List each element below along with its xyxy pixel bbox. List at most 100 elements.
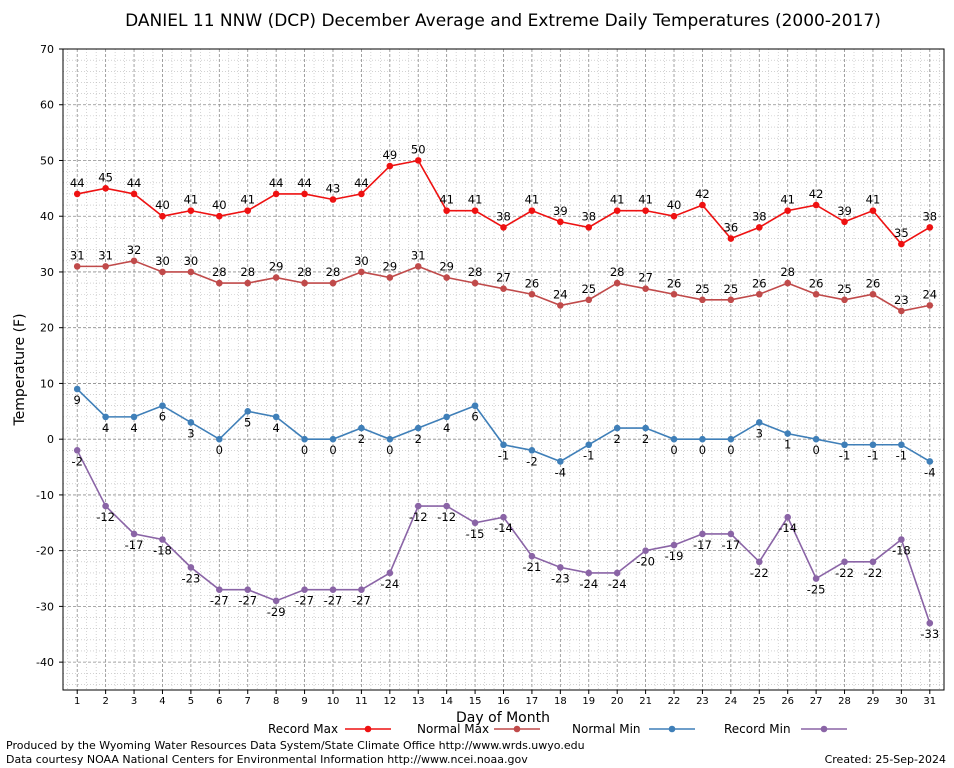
- data-point-record-min: [812, 575, 820, 582]
- data-label-record-max: 44: [70, 176, 85, 190]
- data-point-normal-max: [159, 268, 166, 276]
- data-point-normal-max: [670, 290, 678, 298]
- data-point-record-max: [443, 207, 450, 214]
- data-label-normal-min: 2: [614, 432, 621, 446]
- data-label-record-min: -18: [892, 544, 911, 558]
- data-label-record-max: 41: [184, 193, 199, 207]
- y-tick-label: -20: [36, 545, 54, 558]
- data-point-record-max: [358, 190, 365, 198]
- data-label-normal-min: 0: [301, 443, 308, 457]
- data-label-record-min: -21: [523, 560, 542, 574]
- data-label-record-max: 36: [724, 221, 739, 235]
- data-point-record-min: [130, 530, 138, 538]
- data-label-normal-min: 4: [130, 421, 137, 435]
- credit-line-producer: Produced by the Wyoming Water Resources …: [6, 739, 585, 752]
- data-point-normal-min: [727, 435, 735, 443]
- data-point-record-min: [926, 619, 934, 627]
- data-label-normal-min: 4: [272, 421, 279, 435]
- data-point-normal-min: [73, 385, 81, 393]
- data-point-normal-min: [329, 435, 337, 443]
- data-label-record-min: -29: [267, 605, 286, 619]
- legend-marker-record-max: [364, 725, 372, 733]
- data-label-normal-max: 32: [127, 243, 142, 257]
- y-tick-label: 50: [40, 154, 54, 167]
- data-label-normal-max: 24: [553, 287, 568, 301]
- data-point-normal-min: [784, 430, 791, 437]
- data-point-record-min: [443, 502, 450, 510]
- data-label-normal-min: -1: [839, 449, 850, 463]
- data-point-normal-max: [358, 268, 365, 276]
- data-label-normal-min: 4: [443, 421, 450, 435]
- data-point-record-max: [159, 212, 166, 220]
- data-point-normal-max: [386, 274, 394, 281]
- data-point-record-max: [670, 212, 678, 220]
- x-tick-label: 1: [74, 696, 80, 707]
- data-point-normal-min: [670, 435, 678, 443]
- data-label-normal-max: 25: [695, 282, 710, 296]
- data-label-normal-min: 0: [386, 443, 393, 457]
- data-label-record-max: 41: [610, 193, 625, 207]
- data-label-normal-min: 9: [74, 393, 81, 407]
- data-point-normal-min: [812, 435, 820, 443]
- data-point-record-max: [329, 196, 337, 203]
- data-label-normal-max: 28: [326, 265, 341, 279]
- data-label-normal-max: 31: [70, 248, 85, 262]
- data-point-record-max: [130, 190, 138, 198]
- data-point-normal-min: [443, 413, 450, 421]
- data-point-normal-min: [869, 441, 877, 449]
- data-point-normal-max: [784, 279, 791, 287]
- data-label-normal-max: 25: [581, 282, 596, 296]
- data-label-record-max: 49: [383, 148, 398, 162]
- data-label-record-max: 39: [837, 204, 852, 218]
- data-label-record-max: 41: [240, 193, 255, 207]
- data-label-record-max: 45: [98, 170, 113, 184]
- x-tick-label: 5: [188, 696, 194, 707]
- data-point-normal-max: [841, 296, 848, 304]
- y-tick-label: 0: [47, 433, 54, 446]
- data-label-record-max: 40: [667, 198, 682, 212]
- data-point-normal-min: [500, 441, 507, 449]
- data-point-normal-min: [358, 424, 365, 432]
- data-point-record-max: [386, 162, 394, 170]
- data-point-record-min: [869, 558, 877, 566]
- x-tick-label: 16: [497, 696, 510, 707]
- data-point-record-min: [159, 536, 166, 543]
- data-label-record-max: 44: [127, 176, 142, 190]
- legend-marker-record-min: [820, 725, 828, 733]
- data-point-record-max: [414, 157, 422, 164]
- data-point-record-max: [500, 224, 507, 231]
- data-label-normal-min: 0: [727, 443, 734, 457]
- data-point-normal-max: [642, 285, 649, 292]
- data-label-record-max: 41: [638, 193, 653, 207]
- data-label-normal-min: 0: [812, 443, 819, 457]
- data-label-record-min: -22: [864, 566, 883, 580]
- x-tick-label: 27: [810, 696, 823, 707]
- data-point-normal-max: [443, 274, 450, 281]
- data-label-record-min: -22: [835, 566, 854, 580]
- y-tick-label: 20: [40, 322, 54, 335]
- data-label-record-min: -22: [750, 566, 769, 580]
- y-tick-label: -30: [36, 600, 54, 613]
- data-point-normal-max: [272, 274, 280, 281]
- data-point-normal-min: [699, 435, 706, 443]
- y-tick-label: -10: [36, 489, 54, 502]
- x-tick-label: 26: [781, 696, 794, 707]
- data-point-normal-max: [130, 257, 138, 265]
- data-point-record-max: [557, 218, 564, 226]
- data-point-normal-min: [613, 424, 621, 432]
- data-label-normal-max: 28: [297, 265, 312, 279]
- data-point-record-min: [699, 530, 706, 538]
- data-point-record-min: [414, 502, 422, 510]
- data-point-record-min: [358, 586, 365, 593]
- data-point-record-min: [216, 586, 223, 593]
- data-label-record-max: 41: [439, 193, 454, 207]
- x-tick-label: 15: [469, 696, 482, 707]
- data-label-record-min: -17: [693, 538, 712, 552]
- data-point-normal-min: [414, 424, 422, 432]
- data-label-normal-max: 31: [98, 248, 113, 262]
- data-point-record-min: [471, 519, 479, 527]
- data-point-record-max: [585, 224, 593, 231]
- data-label-normal-min: 6: [159, 410, 166, 424]
- data-point-record-max: [784, 207, 791, 214]
